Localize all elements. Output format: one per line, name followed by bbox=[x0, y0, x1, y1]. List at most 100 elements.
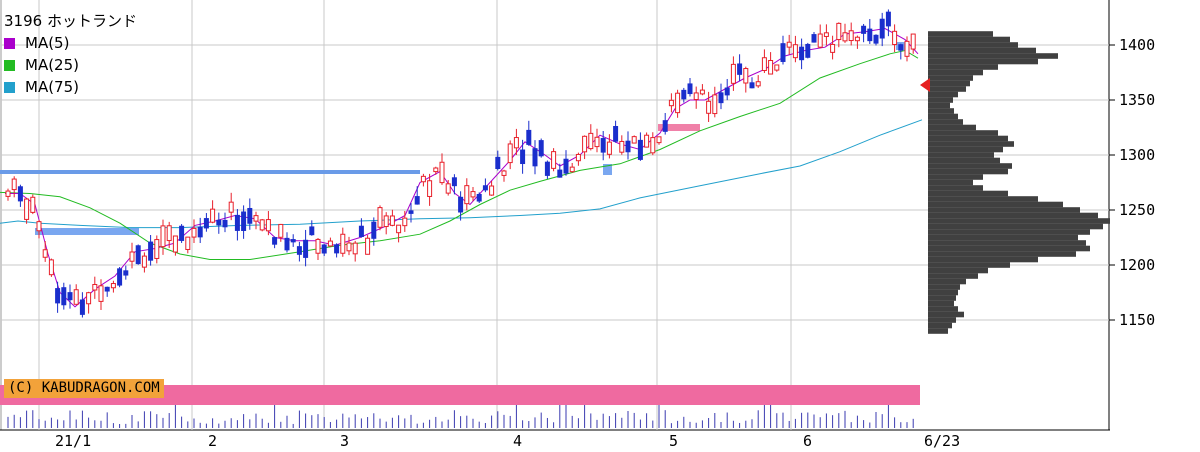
candle-body-up bbox=[129, 251, 135, 262]
legend-label-ma5: MA(5) bbox=[25, 34, 70, 52]
candle-body-down bbox=[544, 161, 550, 176]
candle-body-up bbox=[606, 141, 612, 155]
candle-body-up bbox=[594, 136, 600, 148]
candle-body-up bbox=[154, 239, 160, 259]
candle-body-up bbox=[445, 183, 451, 194]
legend-swatch-ma75 bbox=[4, 81, 15, 93]
volume-profile-bar bbox=[928, 64, 998, 70]
candle-body-up bbox=[501, 170, 507, 176]
volume-profile-bar bbox=[928, 212, 1098, 219]
x-tick-label: 5 bbox=[669, 432, 678, 450]
candle-body-down bbox=[458, 196, 464, 213]
x-tick-label: 2 bbox=[208, 432, 217, 450]
candle-body-down bbox=[79, 299, 85, 315]
volume-profile-bar bbox=[928, 273, 978, 279]
candle-body-up bbox=[675, 92, 681, 114]
volume-profile-bar bbox=[928, 311, 964, 318]
candle-body-up bbox=[402, 217, 408, 227]
candle-body-down bbox=[637, 139, 643, 160]
y-tick-label: 1150 bbox=[1119, 311, 1155, 329]
candle-body-down bbox=[532, 148, 538, 167]
candle-body-down bbox=[123, 270, 129, 276]
candle-body-up bbox=[166, 225, 172, 242]
x-tick-label: 6/23 bbox=[924, 432, 960, 450]
candle-body-down bbox=[476, 193, 482, 202]
candle-body-up bbox=[854, 36, 860, 42]
candle-body-down bbox=[321, 244, 327, 254]
candle-body-up bbox=[588, 132, 594, 150]
volume-profile-bar bbox=[928, 179, 973, 186]
legend-item-ma75: MA(75) bbox=[4, 76, 137, 98]
volume-profile-bar bbox=[928, 262, 1010, 268]
candle-body-up bbox=[185, 236, 191, 250]
volume-profile-bar bbox=[928, 306, 958, 312]
volume-profile-bar bbox=[928, 300, 954, 307]
candle-body-down bbox=[737, 63, 743, 75]
candle-body-down bbox=[538, 140, 544, 157]
candle-body-down bbox=[296, 246, 302, 255]
candle-body-up bbox=[278, 223, 284, 238]
candle-body-up bbox=[761, 57, 767, 71]
volume-profile-bar bbox=[928, 295, 956, 301]
volume-profile-bar bbox=[928, 267, 988, 274]
volume-profile-bar bbox=[928, 69, 983, 76]
candle-body-up bbox=[656, 136, 662, 144]
volume-profile-bar bbox=[928, 108, 954, 114]
candle-body-up bbox=[420, 175, 426, 183]
candle-body-down bbox=[873, 34, 879, 44]
volume-profile-bar bbox=[928, 223, 1103, 230]
volume-profile-bar bbox=[928, 31, 993, 37]
chart-title: 3196 ホットランド bbox=[4, 12, 137, 30]
candle-body-down bbox=[451, 177, 457, 187]
candle-body-down bbox=[371, 221, 377, 239]
legend-label-ma25: MA(25) bbox=[25, 56, 79, 74]
candle-body-down bbox=[234, 214, 240, 231]
candle-body-up bbox=[712, 94, 718, 115]
candle-body-down bbox=[272, 237, 278, 245]
candle-body-down bbox=[247, 207, 253, 224]
candle-body-down bbox=[117, 268, 123, 286]
candle-body-up bbox=[464, 185, 470, 205]
candle-body-down bbox=[718, 92, 724, 104]
volume-profile-bar bbox=[928, 185, 983, 191]
volume-profile-bar bbox=[928, 168, 1008, 175]
candle-body-up bbox=[315, 238, 321, 254]
volume-profile-bar bbox=[928, 124, 976, 131]
candle-body-up bbox=[427, 180, 433, 197]
candle-body-up bbox=[786, 41, 792, 48]
candle-body-down bbox=[526, 129, 532, 145]
volume-profile-bar bbox=[928, 130, 998, 136]
volume-profile-bar bbox=[928, 190, 1008, 197]
candle-body-down bbox=[334, 244, 340, 254]
candle-body-down bbox=[414, 196, 420, 205]
candle-body-up bbox=[141, 255, 147, 268]
candle-body-down bbox=[867, 28, 873, 42]
candle-body-up bbox=[172, 235, 178, 253]
candle-body-up bbox=[265, 219, 271, 232]
candle-body-down bbox=[482, 185, 488, 191]
candle-body-up bbox=[730, 63, 736, 84]
volume-profile-bar bbox=[928, 218, 1110, 224]
candle-body-up bbox=[389, 215, 395, 226]
candle-body-up bbox=[73, 289, 79, 305]
candle-body-up bbox=[755, 81, 761, 87]
volume-profile-bar bbox=[928, 251, 1076, 257]
candle-body-up bbox=[92, 284, 98, 291]
candle-body-up bbox=[24, 198, 30, 220]
candle-body-up bbox=[365, 237, 371, 255]
candle-body-down bbox=[148, 241, 154, 261]
candle-body-up bbox=[836, 22, 842, 41]
candle-body-down bbox=[358, 225, 364, 238]
volume-profile-bar bbox=[928, 256, 1038, 263]
candle-body-down bbox=[55, 288, 61, 304]
volume-profile-bar bbox=[928, 234, 1078, 241]
band-pink bbox=[0, 385, 920, 405]
candle-body-down bbox=[197, 226, 203, 238]
volume-profile-bar bbox=[928, 157, 1000, 164]
volume-profile-bar bbox=[928, 328, 948, 334]
candle-body-down bbox=[600, 138, 606, 153]
volume-profile-bar bbox=[928, 278, 966, 285]
candle-body-down bbox=[290, 239, 296, 243]
candle-body-up bbox=[575, 153, 581, 162]
